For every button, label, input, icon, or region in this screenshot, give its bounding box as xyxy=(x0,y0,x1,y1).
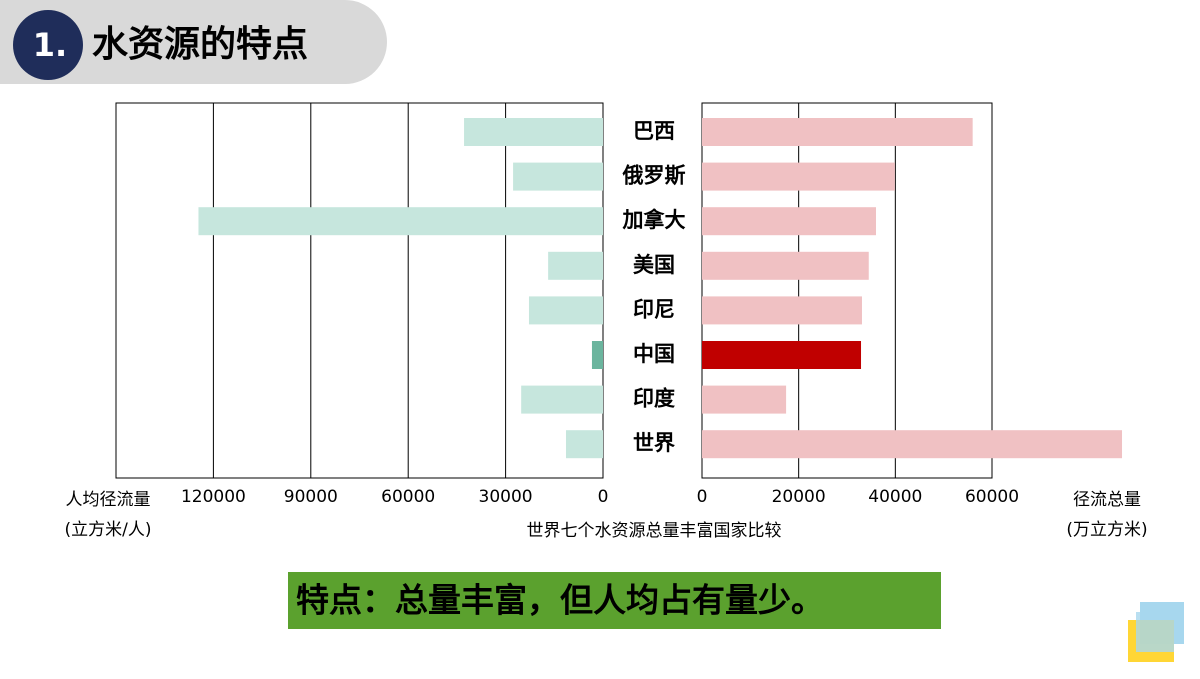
x-tick-label: 60000 xyxy=(965,487,1019,507)
bar xyxy=(565,430,603,459)
category-label: 印尼 xyxy=(633,297,675,321)
x-tick-label: 90000 xyxy=(284,487,338,507)
category-label: 美国 xyxy=(633,253,675,277)
x-tick-label: 120000 xyxy=(181,487,246,507)
x-tick-label: 0 xyxy=(697,487,708,507)
category-label: 加拿大 xyxy=(622,208,686,232)
caption: 特点：总量丰富，但人均占有量少。 xyxy=(296,581,824,620)
bar xyxy=(198,207,603,236)
plot-frame xyxy=(115,102,604,479)
category-label: 中国 xyxy=(633,342,675,366)
bar xyxy=(702,207,876,236)
axis-label: 人均径流量 xyxy=(66,490,151,510)
axis-label: 径流总量 xyxy=(1073,490,1141,510)
bar xyxy=(521,385,603,414)
bar xyxy=(702,118,973,146)
axis-label: (万立方米) xyxy=(1066,520,1147,540)
bar xyxy=(548,251,603,280)
bar xyxy=(702,341,862,369)
x-tick-label: 20000 xyxy=(772,487,826,507)
x-tick-label: 30000 xyxy=(479,487,533,507)
number-badge xyxy=(13,10,83,80)
header-number: 1. xyxy=(33,26,67,64)
x-tick-label: 40000 xyxy=(868,487,922,507)
chart-title: 世界七个水资源总量丰富国家比较 xyxy=(527,521,782,541)
bar xyxy=(591,341,603,369)
header-title: 水资源的特点 xyxy=(92,24,308,65)
category-label: 印度 xyxy=(633,387,675,411)
caption-box xyxy=(288,572,941,629)
bar xyxy=(702,385,787,414)
x-tick-label: 0 xyxy=(598,487,609,507)
bar xyxy=(528,296,603,325)
header-band xyxy=(0,0,387,84)
category-label: 世界 xyxy=(633,431,675,455)
bar xyxy=(702,296,862,325)
bar xyxy=(702,162,895,191)
category-label: 巴西 xyxy=(633,119,675,143)
bar xyxy=(702,430,1123,459)
deco-square xyxy=(1136,612,1174,652)
bar xyxy=(702,251,869,280)
axis-label: (立方米/人) xyxy=(65,520,152,540)
x-tick-label: 60000 xyxy=(381,487,435,507)
bar xyxy=(513,162,603,191)
category-label: 俄罗斯 xyxy=(622,164,686,188)
bar xyxy=(464,118,603,146)
plot-frame xyxy=(701,102,993,479)
